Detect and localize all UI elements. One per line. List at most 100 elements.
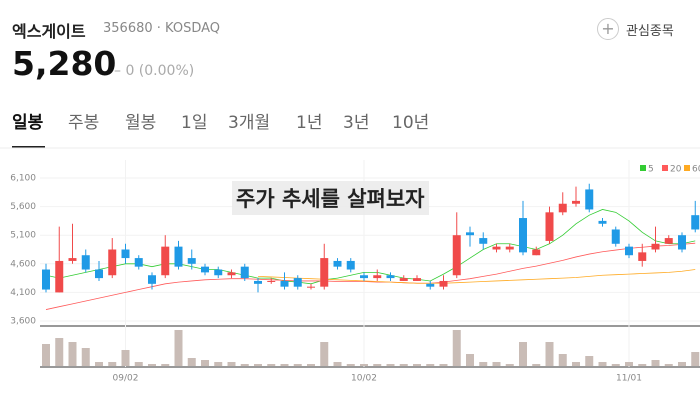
watch-button[interactable]: 관심종목 bbox=[626, 24, 674, 39]
volume-bar bbox=[466, 354, 474, 366]
volume-bar bbox=[651, 360, 660, 366]
period-tab[interactable]: 월봉 bbox=[125, 113, 157, 133]
volume-bar bbox=[452, 330, 461, 366]
volume-bar bbox=[214, 362, 223, 366]
volume-bar bbox=[439, 364, 448, 366]
candle-body bbox=[492, 246, 501, 250]
volume-bar bbox=[81, 348, 90, 366]
candle-body bbox=[346, 260, 355, 270]
candle-body bbox=[333, 260, 342, 267]
volume-bar bbox=[413, 364, 421, 366]
candle-body bbox=[426, 283, 435, 287]
volume-bar bbox=[108, 362, 117, 366]
candle-body bbox=[545, 212, 554, 241]
period-tab[interactable]: 3년 bbox=[343, 113, 370, 133]
y-tick-label: 5,100 bbox=[10, 231, 36, 241]
candle-body bbox=[42, 269, 50, 290]
period-tab[interactable]: 1일 bbox=[181, 113, 208, 133]
change: 0 (0.00%) bbox=[125, 63, 195, 79]
candle-body bbox=[611, 229, 620, 244]
volume-bar bbox=[240, 364, 249, 366]
volume-bar bbox=[532, 364, 541, 366]
active-tab-underline bbox=[12, 146, 45, 148]
period-tab[interactable]: 1년 bbox=[296, 113, 323, 133]
candle-body bbox=[134, 258, 143, 267]
y-tick-label: 5,600 bbox=[10, 202, 36, 212]
volume-bar bbox=[293, 364, 302, 366]
x-tick-label: 10/02 bbox=[351, 374, 377, 384]
candle-body bbox=[678, 235, 686, 250]
legend-swatch bbox=[684, 165, 690, 171]
volume-bar bbox=[254, 364, 262, 366]
volume-bar bbox=[492, 362, 501, 366]
add-icon[interactable]: + bbox=[597, 18, 619, 40]
x-tick-label: 11/01 bbox=[616, 374, 642, 384]
candle-body bbox=[519, 218, 527, 253]
candle-body bbox=[55, 260, 64, 293]
volume-bar bbox=[426, 364, 435, 366]
volume-bar bbox=[68, 342, 77, 366]
volume-bar bbox=[95, 362, 103, 366]
moving-average-line bbox=[45, 209, 696, 285]
candle-body bbox=[664, 238, 673, 244]
candle-body bbox=[651, 243, 660, 250]
candle-body bbox=[320, 258, 329, 287]
volume-bar bbox=[307, 364, 315, 366]
y-tick-label: 4,600 bbox=[10, 259, 36, 269]
candle-body bbox=[108, 249, 117, 276]
volume-bar bbox=[598, 362, 607, 366]
volume-bar bbox=[280, 364, 289, 366]
candle-body bbox=[267, 280, 276, 282]
overlay-caption: 주가 추세를 살펴보자 bbox=[232, 181, 429, 215]
candle-body bbox=[638, 252, 647, 261]
candle-body bbox=[161, 246, 170, 276]
period-tab[interactable]: 10년 bbox=[392, 113, 430, 133]
candle-body bbox=[572, 200, 580, 204]
candle-body bbox=[452, 235, 461, 276]
volume-bar bbox=[572, 362, 580, 366]
candle-body bbox=[240, 266, 249, 279]
volume-bar bbox=[201, 360, 209, 366]
volume-bar bbox=[227, 362, 236, 366]
volume-bar bbox=[558, 354, 567, 366]
legend-label: 5 bbox=[648, 165, 654, 175]
candle-body bbox=[532, 249, 541, 256]
candle-body bbox=[558, 203, 567, 213]
price-change: – 0 (0.00%) bbox=[114, 63, 195, 79]
legend-swatch bbox=[640, 165, 646, 171]
volume-bar bbox=[545, 342, 554, 366]
volume-bar bbox=[638, 364, 647, 366]
volume-bar bbox=[174, 330, 183, 366]
code: 356680 bbox=[103, 21, 153, 36]
volume-bar bbox=[505, 364, 514, 366]
candle-body bbox=[625, 246, 633, 256]
volume-bar bbox=[479, 362, 488, 366]
volume-bar bbox=[386, 364, 395, 366]
price: 5,280 bbox=[12, 44, 117, 83]
candle-body bbox=[174, 246, 183, 267]
volume-bar bbox=[373, 364, 382, 366]
period-tab[interactable]: 3개월 bbox=[228, 113, 271, 133]
moving-average-line bbox=[257, 269, 696, 284]
candle-body bbox=[360, 275, 368, 279]
candle-body bbox=[307, 286, 315, 288]
market: KOSDAQ bbox=[165, 21, 221, 36]
volume-bar bbox=[585, 356, 594, 366]
period-tab[interactable]: 주봉 bbox=[68, 113, 100, 133]
candle-body bbox=[81, 255, 90, 270]
candle-body bbox=[598, 220, 607, 224]
volume-bar bbox=[346, 364, 355, 366]
volume-bar bbox=[691, 352, 700, 366]
volume-bar bbox=[333, 362, 342, 366]
candle-body bbox=[505, 246, 514, 250]
volume-bar bbox=[42, 344, 50, 366]
candle-body bbox=[373, 275, 382, 279]
candle-body bbox=[399, 278, 408, 281]
candle-body bbox=[254, 280, 262, 284]
moving-average-line bbox=[45, 242, 696, 310]
candle-body bbox=[148, 275, 156, 284]
period-tab[interactable]: 일봉 bbox=[12, 113, 44, 133]
y-tick-label: 6,100 bbox=[10, 174, 36, 184]
candle-body bbox=[386, 275, 395, 279]
